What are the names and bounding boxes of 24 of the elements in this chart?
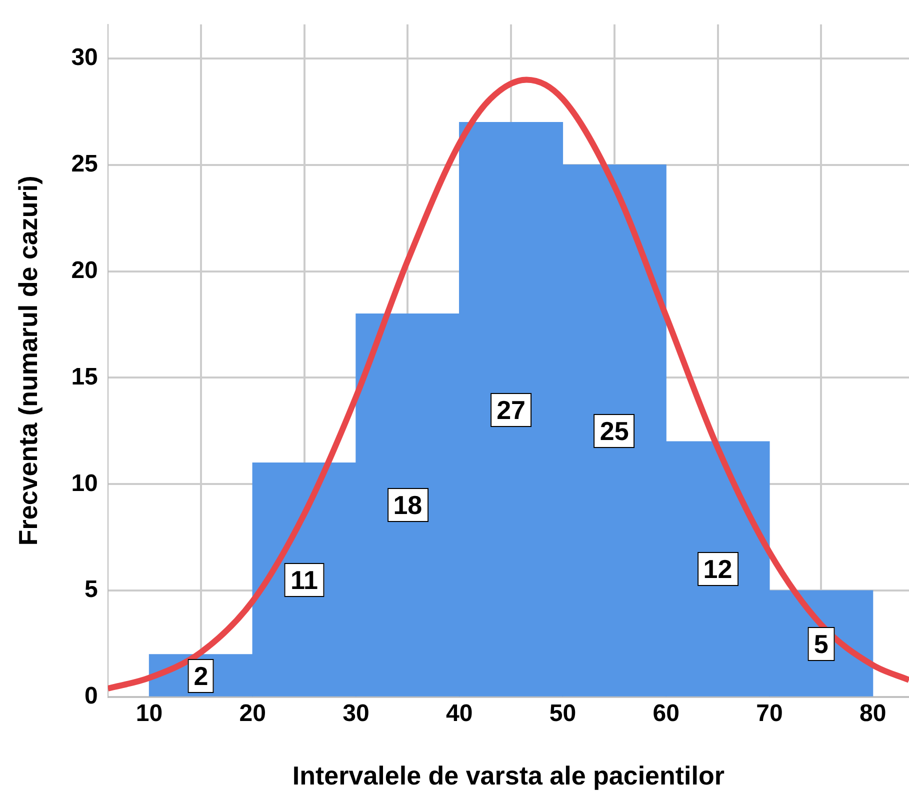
data-label: 2 [188,658,214,693]
data-label: 27 [490,392,532,427]
x-tick-label: 30 [342,700,370,728]
y-tick-label: 5 [84,576,98,604]
x-tick-label: 50 [549,700,576,728]
x-axis-title: Intervalele de varsta ale pacientilor [292,760,724,791]
data-label: 25 [594,414,635,448]
y-tick-label: 15 [71,363,98,390]
y-tick-label: 10 [71,470,98,497]
x-tick-label: 20 [239,700,266,728]
x-tick-label: 10 [136,700,163,728]
y-tick-label: 30 [71,44,98,72]
y-axis-title: Frecventa (numarul de cazuri) [12,176,43,546]
y-tick-label: 25 [71,150,98,178]
data-label: 11 [284,562,324,597]
x-tick-label: 70 [756,700,783,728]
data-label: 18 [387,488,428,522]
x-tick-label: 40 [446,700,473,728]
y-tick-label: 0 [84,682,98,710]
data-label: 12 [697,552,738,586]
x-tick-label: 80 [859,700,886,728]
y-tick-label: 20 [71,256,98,284]
data-label: 5 [808,626,834,661]
x-tick-label: 60 [652,700,680,728]
